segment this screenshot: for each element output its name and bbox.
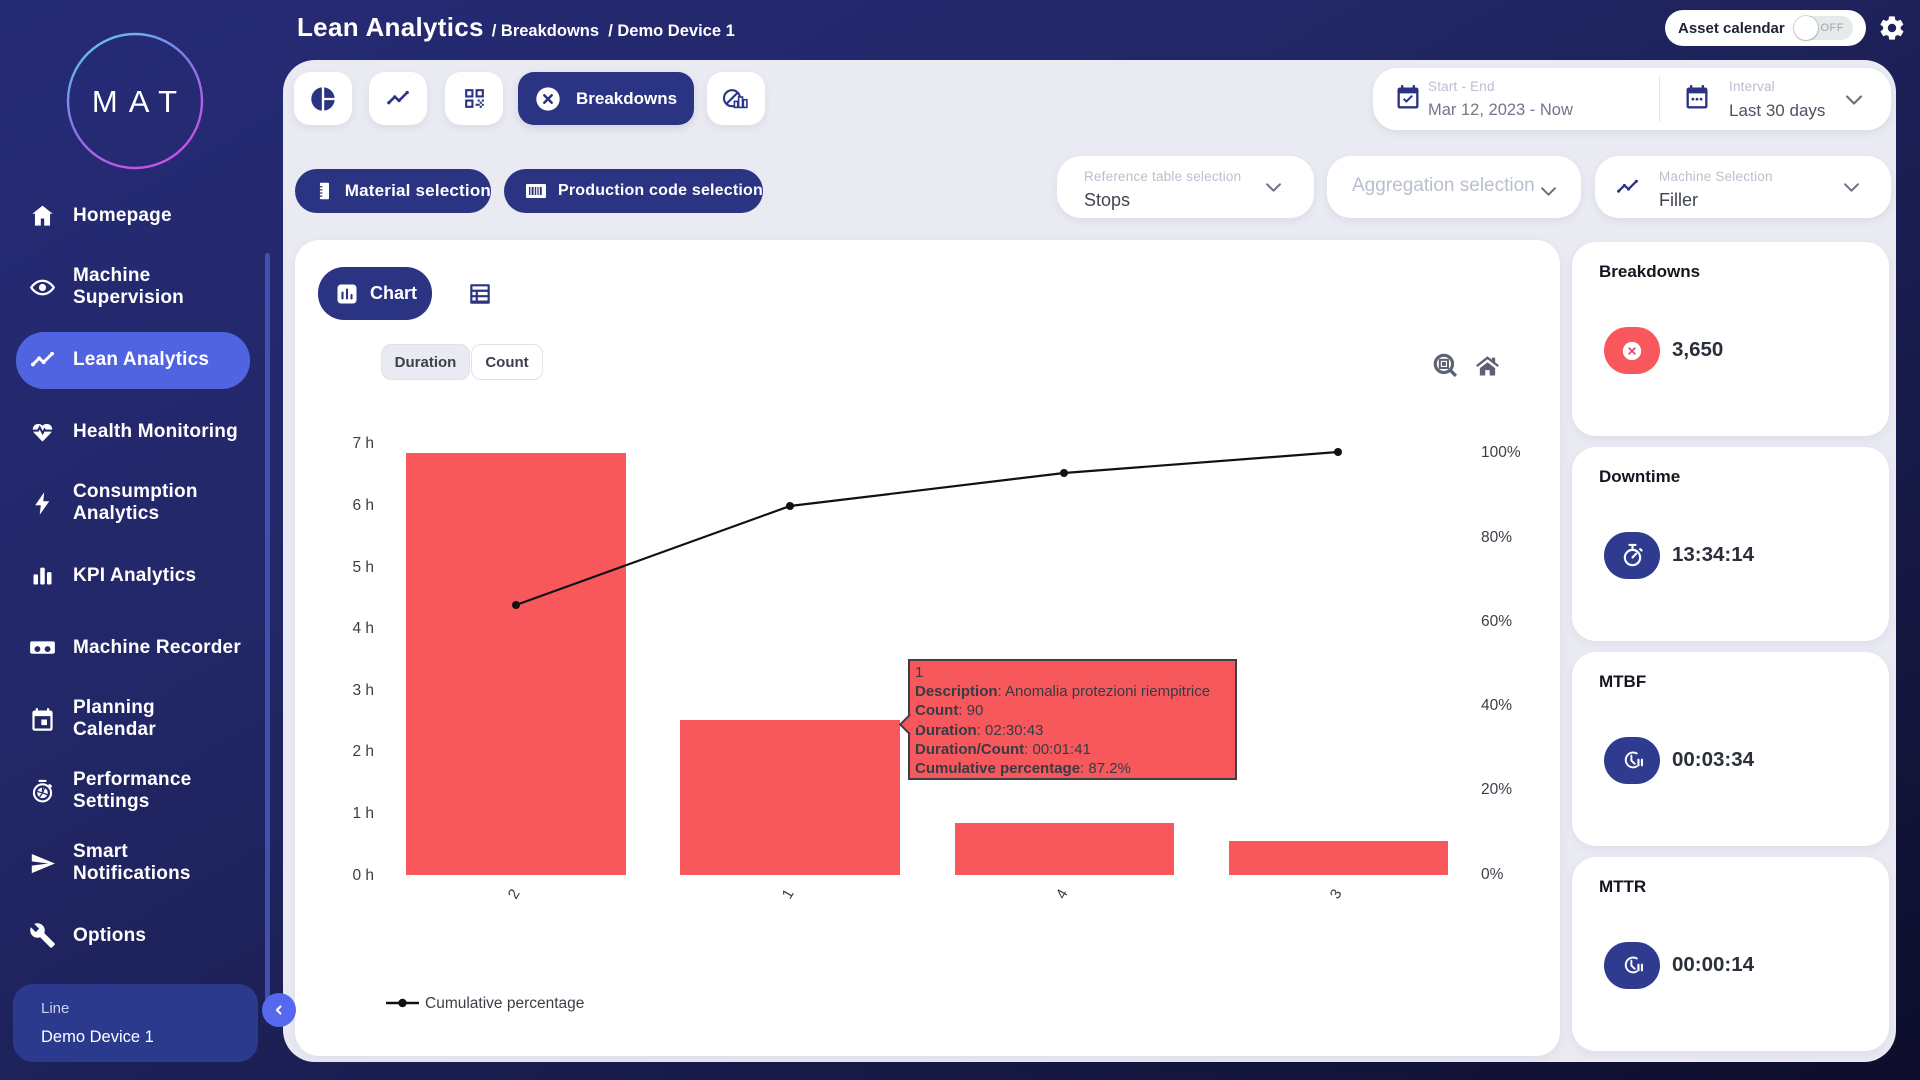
svg-text:MAT: MAT [92,84,188,119]
svg-text:1 h: 1 h [352,805,374,822]
svg-text:80%: 80% [1481,529,1512,546]
svg-text:100%: 100% [1481,444,1521,461]
svg-text:3: 3 [1327,886,1346,902]
svg-text:6 h: 6 h [352,497,374,514]
svg-text:7 h: 7 h [352,435,374,452]
svg-text:2 h: 2 h [352,743,374,760]
svg-text:0%: 0% [1481,866,1504,883]
svg-text:3 h: 3 h [352,682,374,699]
svg-text:60%: 60% [1481,613,1512,630]
svg-text:4 h: 4 h [352,620,374,637]
svg-text:20%: 20% [1481,781,1512,798]
svg-text:Cumulative percentage: Cumulative percentage [425,995,584,1012]
svg-text:1: 1 [779,886,798,902]
svg-text:0 h: 0 h [352,867,374,884]
svg-text:40%: 40% [1481,697,1512,714]
svg-text:2: 2 [505,886,524,902]
svg-text:5 h: 5 h [352,559,374,576]
svg-text:4: 4 [1053,886,1072,902]
